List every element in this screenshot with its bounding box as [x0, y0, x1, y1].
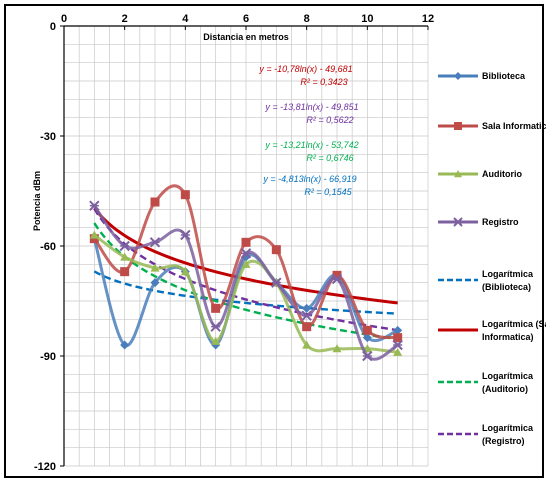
legend-label: Logarítmica (Sala — [482, 319, 546, 329]
legend: Biblioteca Sala Informatica Auditorio Regis… — [438, 71, 546, 446]
data-point — [392, 339, 403, 351]
trendline-r-squared: R² = 0,1545 — [304, 187, 352, 197]
data-point — [332, 344, 342, 353]
data-point — [241, 259, 251, 268]
legend-entry: Auditorio — [438, 169, 522, 179]
trendline-equation: y = -13,81ln(x) - 49,851 — [264, 102, 358, 112]
legend-label: Sala Informatica — [482, 121, 546, 131]
data-point — [454, 122, 462, 130]
data-point — [302, 303, 312, 313]
data-point — [454, 170, 462, 178]
trendline-r-squared: R² = 0,5622 — [306, 115, 353, 125]
legend-entry: Sala Informatica — [438, 121, 546, 131]
legend-label: (Registro) — [482, 436, 525, 446]
series-sala-informatica — [89, 184, 403, 343]
data-point — [362, 325, 372, 335]
series — [89, 184, 403, 362]
legend-label: Registro — [482, 217, 519, 227]
trendline — [93, 222, 398, 341]
y-tick-label: 0 — [50, 21, 56, 33]
data-point — [150, 197, 160, 207]
legend-label: Logarítmica — [482, 269, 534, 279]
y-tick-label: -120 — [34, 461, 56, 473]
legend-label: Auditorio — [482, 169, 522, 179]
data-point — [331, 273, 343, 285]
y-axis-label: Potencia dBm — [32, 171, 42, 231]
tick-labels: 0 2 4 6 8 10 12 0 -30 -60 -90 -120 — [34, 13, 434, 473]
data-point — [210, 321, 221, 332]
legend-label: Logarítmica — [482, 423, 534, 433]
x-tick-label: 12 — [422, 13, 434, 25]
x-tick-label: 6 — [243, 13, 249, 25]
data-point — [241, 237, 251, 247]
data-point — [211, 303, 221, 313]
legend-entry: Logarítmica (Auditorio) — [438, 371, 534, 394]
x-tick-label: 8 — [304, 13, 310, 25]
legend-entry: Logarítmica (Sala Informatica) — [438, 319, 546, 342]
x-axis-label: Distancia en metros — [203, 32, 289, 42]
data-point — [180, 267, 190, 276]
data-point — [271, 277, 282, 288]
trendline-equation: y = -4,813ln(x) - 66,919 — [262, 174, 356, 184]
trendline-equation: y = -10,78ln(x) - 49,681 — [258, 64, 352, 74]
legend-label: Informatica) — [482, 332, 534, 342]
legend-entry: Registro — [438, 217, 519, 227]
data-point — [362, 350, 373, 362]
trendline — [93, 270, 398, 315]
x-tick-label: 0 — [61, 13, 67, 25]
x-tick-label: 2 — [122, 13, 128, 25]
data-point — [301, 310, 312, 321]
data-point — [454, 72, 462, 80]
legend-label: Logarítmica — [482, 371, 534, 381]
x-tick-label: 10 — [361, 13, 373, 25]
series-registro — [89, 200, 403, 362]
data-point — [119, 240, 130, 252]
data-point — [271, 245, 281, 255]
data-point — [89, 200, 100, 211]
legend-entry: Logarítmica (Biblioteca) — [438, 269, 534, 292]
data-point — [393, 325, 403, 335]
legend-label: (Auditorio) — [482, 384, 528, 394]
data-point — [150, 278, 160, 288]
data-point — [453, 217, 463, 227]
annotations: y = -10,78ln(x) - 49,681 R² = 0,3423 y = -… — [258, 64, 358, 197]
chart-svg: 0 2 4 6 8 10 12 0 -30 -60 -90 -120 Distancia en met… — [32, 13, 546, 473]
legend-entry: Logarítmica (Registro) — [438, 423, 534, 446]
data-point — [393, 347, 403, 356]
y-tick-label: -30 — [40, 131, 56, 143]
data-point — [120, 252, 130, 261]
legend-label: Biblioteca — [482, 71, 526, 81]
data-point — [89, 230, 99, 239]
data-point — [362, 333, 372, 343]
data-point — [180, 229, 191, 241]
y-tick-label: -90 — [40, 351, 56, 363]
chart-frame: 0 2 4 6 8 10 12 0 -30 -60 -90 -120 Distancia en met… — [4, 4, 546, 478]
trendline — [93, 208, 398, 332]
trendline-equation: y = -13,21ln(x) - 53,742 — [264, 140, 358, 150]
data-point — [180, 190, 190, 200]
data-point — [240, 248, 252, 259]
data-point — [120, 267, 130, 277]
data-point — [302, 340, 312, 349]
trendline-r-squared: R² = 0,3423 — [300, 77, 347, 87]
data-point — [150, 263, 160, 272]
legend-entry: Biblioteca — [438, 71, 526, 81]
data-point — [149, 237, 161, 248]
data-point — [393, 333, 403, 343]
y-tick-label: -60 — [40, 241, 56, 253]
data-point — [120, 340, 130, 350]
legend-label: (Biblioteca) — [482, 282, 531, 292]
data-point — [302, 322, 312, 332]
data-point — [332, 270, 342, 280]
x-tick-label: 4 — [182, 13, 189, 25]
data-point — [89, 234, 99, 244]
trendline-r-squared: R² = 0,6746 — [306, 153, 353, 163]
data-point — [211, 336, 221, 345]
